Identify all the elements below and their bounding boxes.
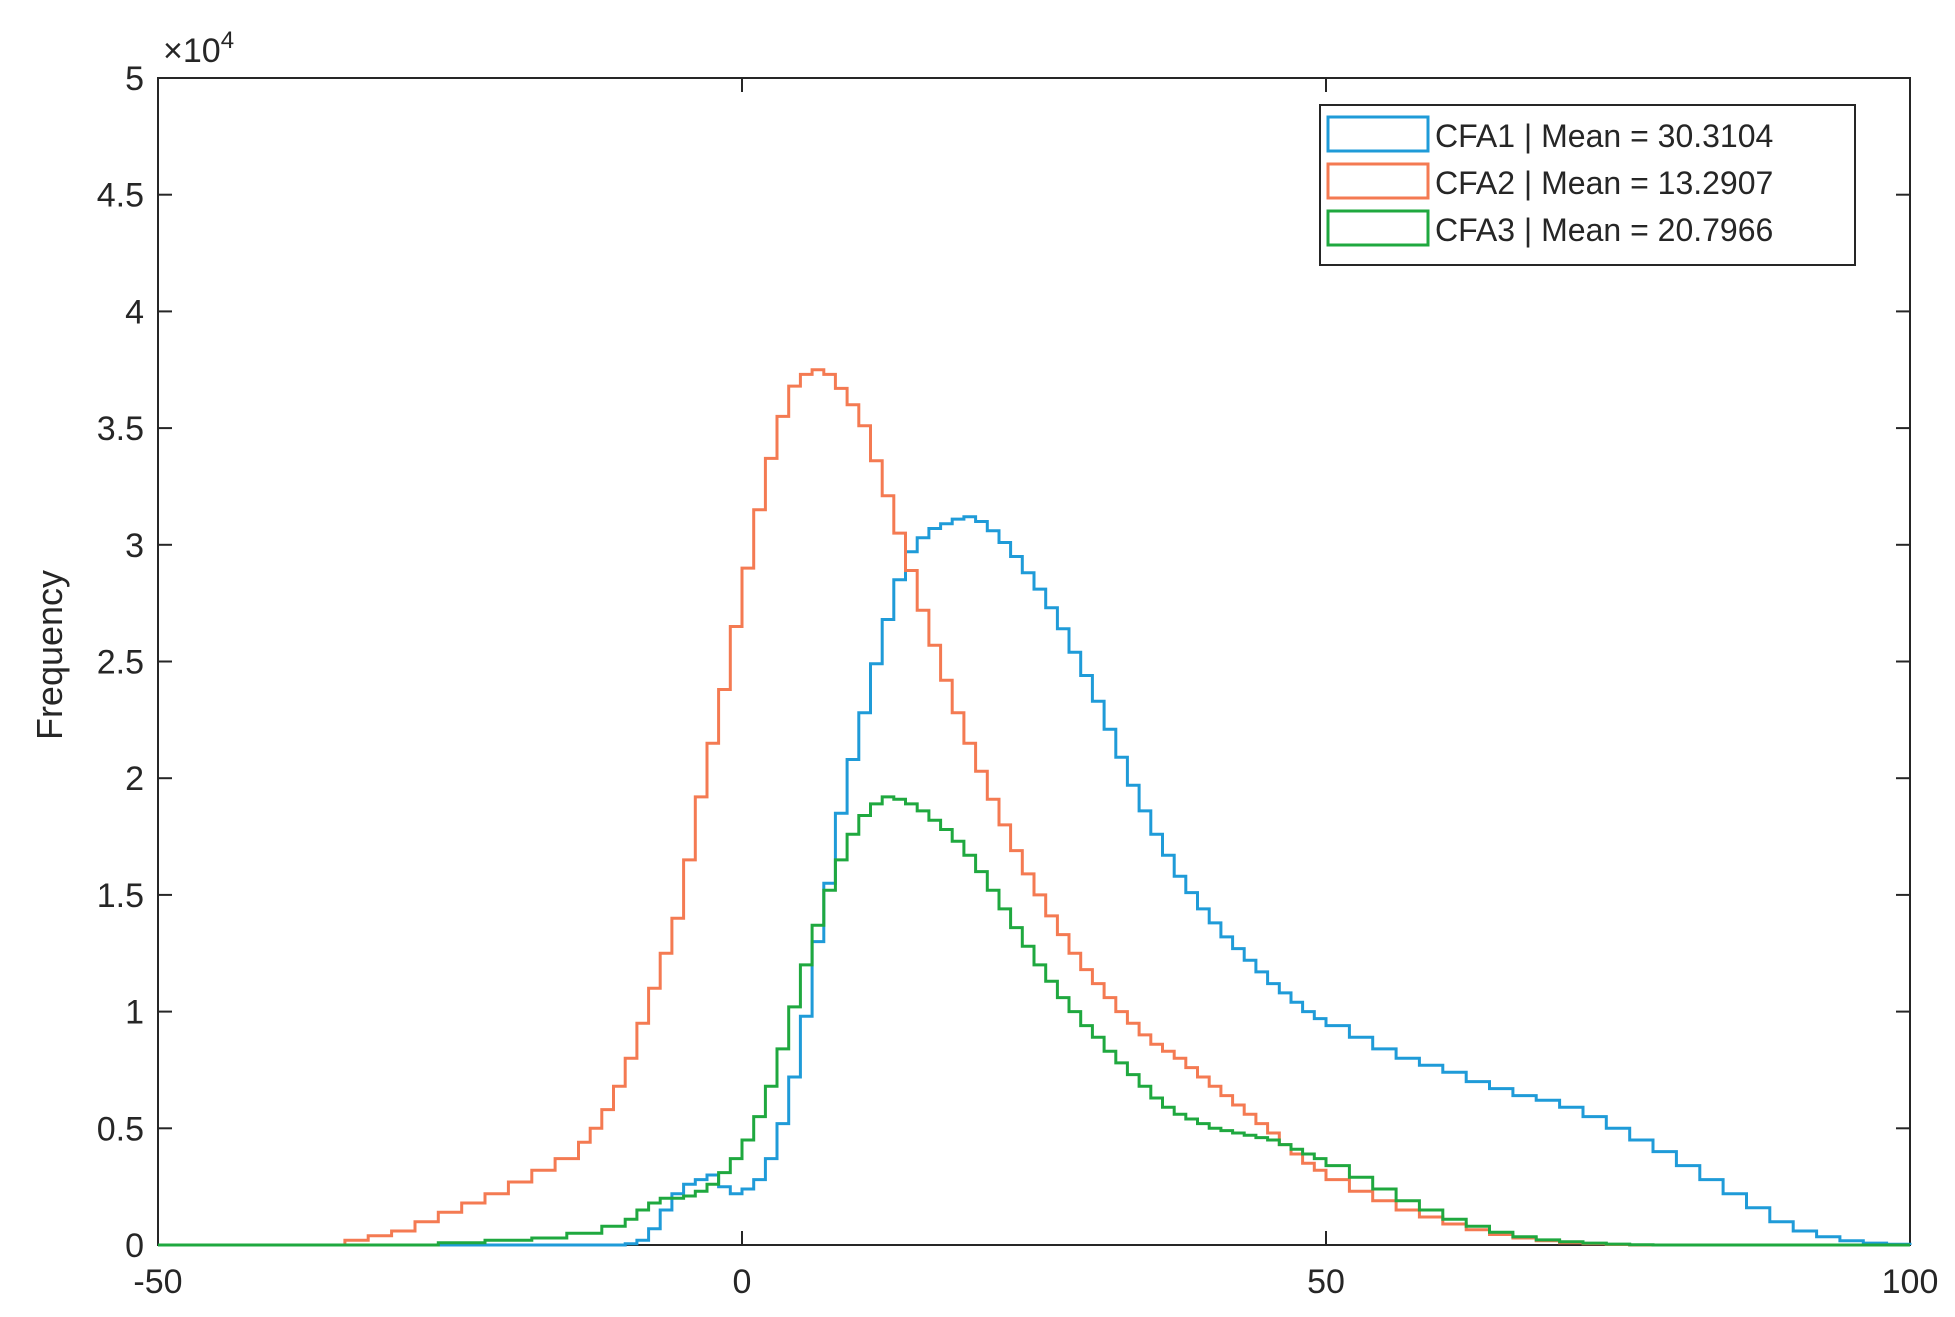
legend-swatch-2 (1326, 162, 1430, 200)
series-line-2 (158, 368, 1910, 1247)
legend-swatch-1 (1326, 115, 1430, 153)
legend-label-3: CFA3 | Mean = 20.7966 (1435, 212, 1773, 248)
series-line-1 (158, 515, 1912, 1247)
y-tick-label: 0.5 (97, 1110, 144, 1148)
y-tick-label: 1 (125, 994, 144, 1032)
legend-box (1319, 104, 1856, 266)
y-axis-title: Frequency (29, 570, 70, 740)
y-tick-label: 1.5 (97, 877, 144, 915)
y-tick-label: 0 (125, 1227, 144, 1265)
y-tick-label: 2 (125, 760, 144, 798)
y-exponent-base: ×10 (163, 32, 221, 70)
x-axis: -50 0 50 100 (133, 78, 1938, 1301)
x-tick-label: 100 (1882, 1263, 1939, 1301)
y-exponent-power: 4 (221, 27, 234, 54)
y-tick-label: 2.5 (97, 644, 144, 682)
y-tick-label: 5 (125, 60, 144, 98)
y-tick-label: 3 (125, 527, 144, 565)
legend-label-1: CFA1 | Mean = 30.3104 (1435, 118, 1773, 154)
x-tick-label: 0 (733, 1263, 752, 1301)
series-line-3 (158, 795, 1910, 1247)
y-tick-label: 4.5 (97, 177, 144, 215)
series-lines (158, 368, 1912, 1247)
y-tick-label: 4 (125, 293, 144, 331)
x-tick-label: -50 (133, 1263, 182, 1301)
legend-swatch-3 (1326, 209, 1430, 247)
x-tick-label: 50 (1307, 1263, 1345, 1301)
legend: CFA1 | Mean = 30.3104 CFA2 | Mean = 13.29… (1319, 104, 1856, 266)
y-axis: 0 0.5 1 1.5 2 2.5 3 3.5 4 4.5 5 (97, 60, 1910, 1265)
y-exponent-label: ×104 (163, 27, 234, 70)
y-tick-label: 3.5 (97, 410, 144, 448)
legend-label-2: CFA2 | Mean = 13.2907 (1435, 165, 1773, 201)
